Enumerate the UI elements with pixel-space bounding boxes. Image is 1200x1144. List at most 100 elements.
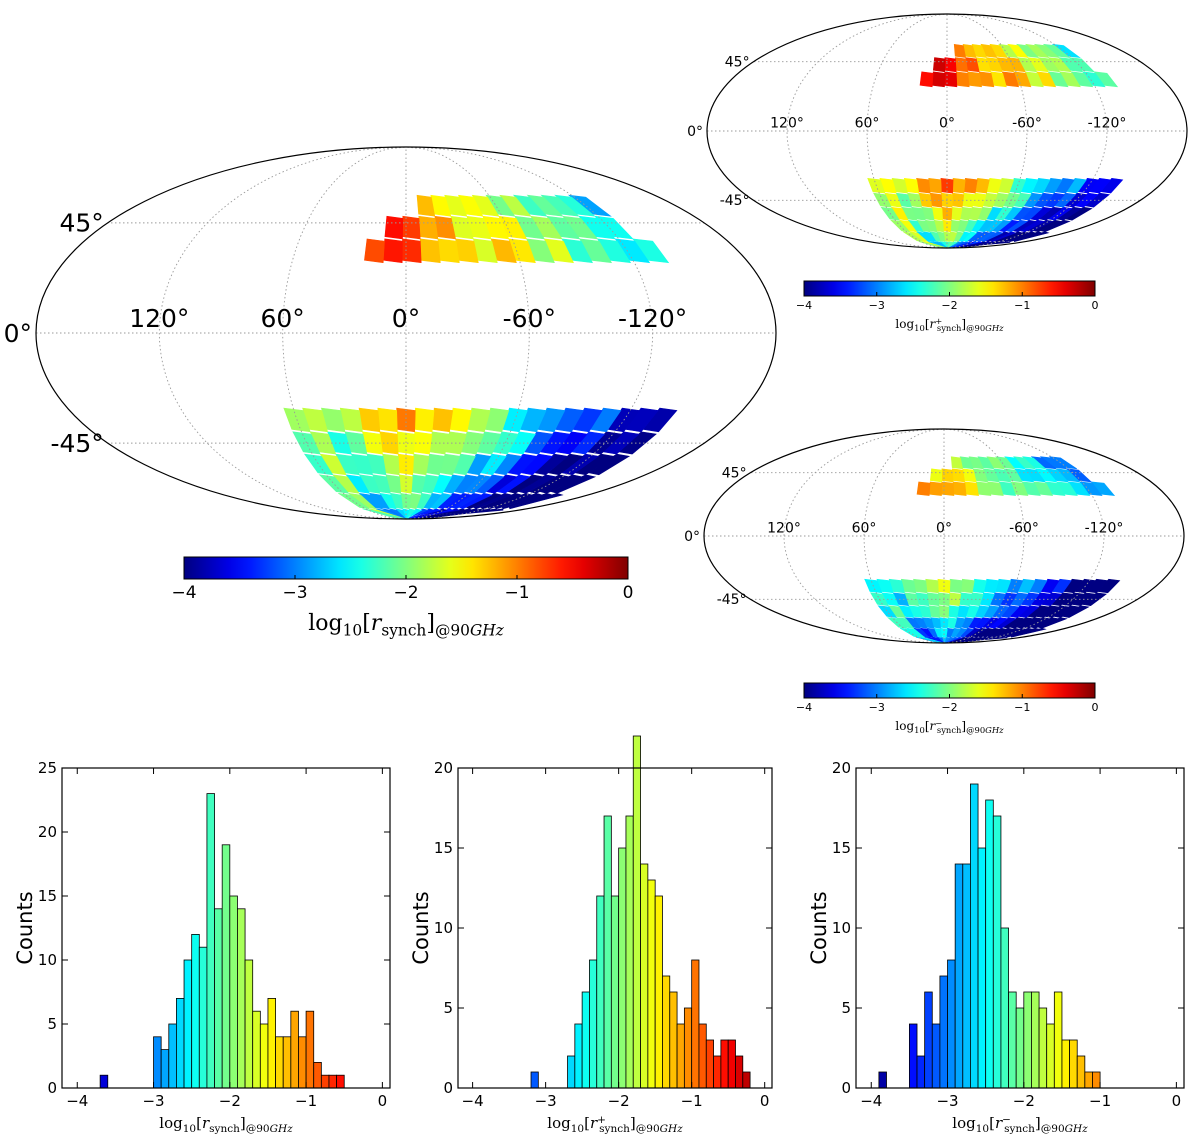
graticule bbox=[704, 429, 1184, 643]
histogram-bar bbox=[1031, 991, 1040, 1089]
map-pixel bbox=[959, 456, 974, 470]
latitude-label: 0° bbox=[684, 529, 700, 545]
histogram-bar bbox=[916, 1055, 926, 1089]
histogram-bar bbox=[939, 975, 948, 1089]
map-pixel bbox=[526, 194, 564, 217]
histogram-bar bbox=[1008, 991, 1017, 1089]
hist-r: −4 −3 −2 −1 0 0 5 10 15 20 25 Counts log10[rsynch]@9… bbox=[13, 759, 391, 1135]
map-pixel bbox=[916, 177, 931, 194]
colorbar-tick-label: 0 bbox=[1092, 701, 1099, 714]
latitude-label: -45° bbox=[50, 429, 103, 458]
longitude-label: 0° bbox=[392, 304, 420, 333]
map-pixel bbox=[891, 177, 908, 194]
map-pixel bbox=[416, 194, 436, 217]
map-pixel bbox=[1051, 578, 1072, 594]
map-pixel bbox=[1088, 177, 1112, 194]
histogram-bar bbox=[1015, 1007, 1025, 1089]
histogram-bar bbox=[698, 1023, 707, 1089]
map-pixel bbox=[997, 177, 1015, 194]
histogram-bar bbox=[313, 1062, 322, 1089]
map-pixel bbox=[302, 407, 329, 433]
x-tick-label: −4 bbox=[860, 1092, 882, 1110]
map-pixel bbox=[913, 578, 928, 594]
colorbar: −4 −3 −2 −1 0 log10[rsynch]@90GHz bbox=[171, 556, 634, 640]
histogram-bar bbox=[581, 991, 590, 1089]
map-pixel bbox=[942, 219, 952, 233]
x-tick-label: 0 bbox=[1172, 1092, 1182, 1110]
map-pixel bbox=[1039, 456, 1068, 470]
colorbar-label: log10[r− synch]@90GHz bbox=[895, 718, 1004, 735]
colorbar-tick-label: −2 bbox=[941, 701, 957, 714]
map-pixel bbox=[928, 177, 942, 194]
y-tick-label: 20 bbox=[434, 759, 453, 777]
histogram-bar bbox=[1023, 991, 1032, 1089]
y-tick-label: 15 bbox=[38, 887, 57, 905]
x-tick-label: −3 bbox=[535, 1092, 557, 1110]
histogram-bar bbox=[1053, 991, 1063, 1089]
map-pixel bbox=[1004, 456, 1026, 470]
map-pixel bbox=[382, 238, 403, 264]
histogram-bars bbox=[530, 735, 751, 1089]
longitude-label: 120° bbox=[767, 521, 801, 537]
latitude-label: 45° bbox=[60, 209, 104, 238]
map-pixel bbox=[318, 474, 350, 494]
longitude-label: -60° bbox=[1009, 521, 1039, 537]
x-tick-label: −2 bbox=[1013, 1092, 1035, 1110]
map-pixel bbox=[567, 194, 612, 217]
histogram-bar bbox=[1076, 1055, 1086, 1089]
histogram-bar bbox=[574, 1023, 583, 1089]
map-pixel bbox=[931, 71, 946, 88]
histogram-bar bbox=[931, 1023, 941, 1089]
histogram-bar bbox=[168, 1023, 177, 1089]
x-tick-label: −3 bbox=[142, 1092, 164, 1110]
histogram-bar bbox=[962, 863, 971, 1089]
y-tick-label: 15 bbox=[434, 839, 453, 857]
histogram-bar bbox=[221, 844, 231, 1089]
histogram-bar bbox=[727, 1039, 736, 1089]
colorbar-tick-label: −2 bbox=[941, 299, 957, 312]
histogram-bar bbox=[632, 735, 641, 1089]
colorbar-tick-label: 0 bbox=[623, 583, 634, 603]
map-pixel bbox=[444, 194, 468, 217]
colorbar-tick-label: −4 bbox=[171, 583, 196, 603]
x-axis-label: log10[r− synch]@90GHz bbox=[952, 1114, 1088, 1135]
histogram-bar bbox=[970, 783, 979, 1089]
x-tick-label: 0 bbox=[760, 1092, 770, 1110]
longitude-label: 0° bbox=[939, 116, 955, 132]
x-tick-label: −1 bbox=[681, 1092, 703, 1110]
histogram-bar bbox=[305, 1010, 315, 1089]
map-pixel bbox=[554, 194, 596, 217]
map-pixel bbox=[1097, 578, 1121, 594]
map-pixel bbox=[926, 592, 940, 607]
map-pixel bbox=[1033, 43, 1061, 59]
map-pixel bbox=[449, 407, 472, 433]
histogram-bar bbox=[229, 895, 238, 1089]
map-pixel bbox=[1021, 456, 1047, 470]
meridian-line bbox=[786, 14, 948, 248]
histogram-bar bbox=[618, 847, 627, 1089]
map-pixel bbox=[928, 481, 943, 496]
longitude-label: -120° bbox=[618, 304, 687, 333]
map-pixel bbox=[1020, 177, 1039, 194]
histogram-bar bbox=[191, 934, 200, 1089]
map-pixel bbox=[519, 407, 547, 433]
longitude-label: -120° bbox=[1088, 116, 1127, 132]
histogram-bar bbox=[669, 991, 678, 1089]
y-tick-label: 0 bbox=[443, 1079, 453, 1097]
map-pixel bbox=[938, 605, 950, 618]
map-pixel bbox=[467, 407, 491, 433]
meridian-line bbox=[946, 14, 1028, 248]
histogram-bar bbox=[992, 815, 1002, 1089]
map-pixel bbox=[888, 578, 905, 594]
colorbar: −4 −3 −2 −1 0 log10[r+ synch]@90GHz bbox=[796, 280, 1099, 333]
map-pixel bbox=[941, 206, 953, 221]
map-pixel bbox=[437, 238, 460, 264]
map-pixel bbox=[625, 407, 659, 433]
map-outline bbox=[35, 146, 777, 520]
histogram-bar bbox=[713, 1055, 722, 1089]
map-pixel bbox=[1085, 578, 1109, 594]
histogram-bar bbox=[654, 895, 663, 1089]
sky-maps: 120° 60° 0° -60° -120° 45° 0° -45° −4 −3 −2 −1 0 log1… bbox=[4, 13, 1188, 735]
map-pixel bbox=[989, 43, 1008, 58]
